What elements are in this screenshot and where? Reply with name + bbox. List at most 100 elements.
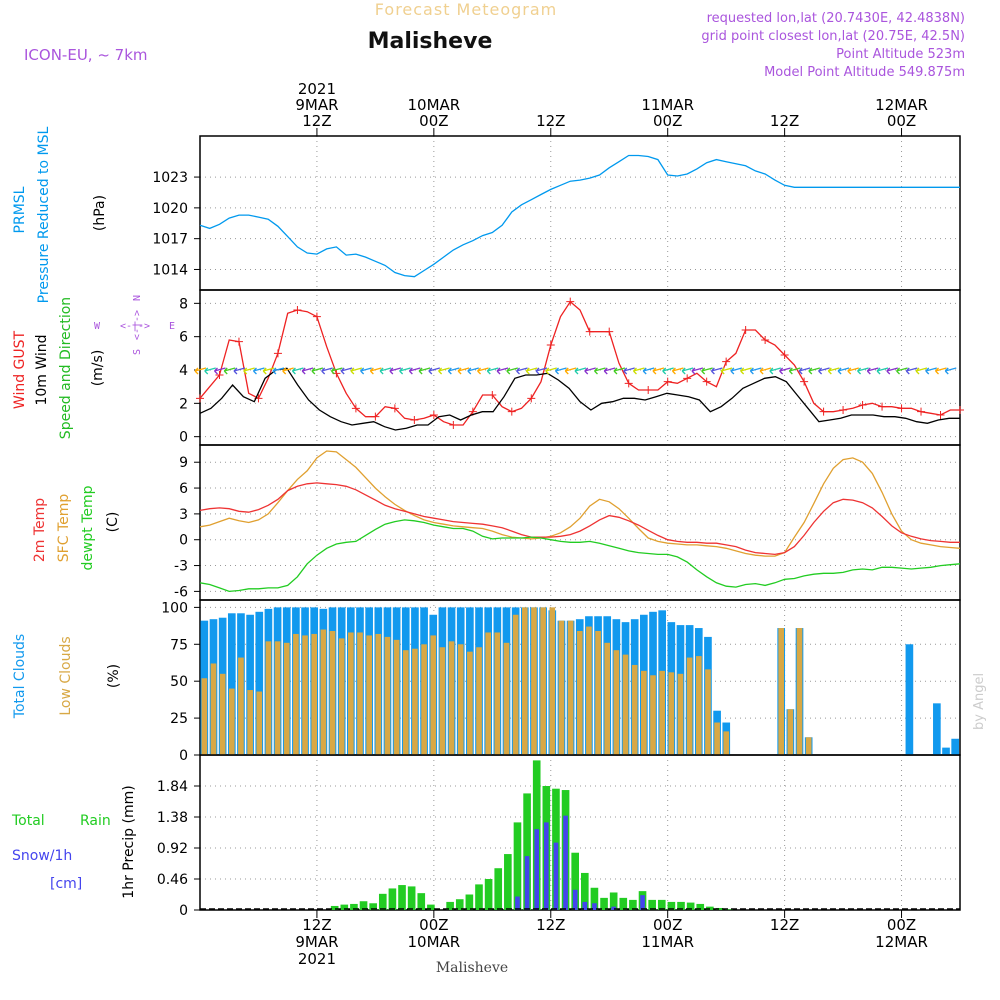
wind-arrow (876, 367, 889, 375)
precip-panel: 0 0.46 0.92 1.38 1.84 (157, 754, 961, 919)
wind-arrow (594, 367, 606, 375)
pressure-ytick-label: 1017 (152, 232, 188, 248)
rain-bar (427, 904, 435, 910)
gust-label: Wind GUST (12, 330, 28, 409)
wind-arrow (301, 367, 314, 375)
wind-arrow (944, 367, 957, 375)
low-cloud-bar (805, 737, 812, 755)
wind-arrow (447, 367, 460, 375)
low-cloud-bar (476, 647, 482, 755)
clouds-ytick-label: 75 (170, 637, 188, 653)
gust-marker (858, 401, 867, 409)
wind-arrow (399, 367, 411, 375)
gust-marker (741, 326, 750, 334)
rain-bar (648, 899, 656, 910)
bottom-year-label: 2021 (298, 950, 336, 968)
temp-ytick-label: -6 (174, 584, 188, 600)
wind-side-labels: Wind GUST 10m Wind Speed and Direction (… (12, 295, 175, 439)
wind-arrow (330, 367, 343, 375)
low-cloud-bar (723, 731, 730, 755)
prmsl-label: PRMSL (12, 186, 28, 233)
low-cloud-bar (457, 644, 464, 755)
clouds-ytick-label: 100 (161, 600, 188, 616)
low-cloud-bar (210, 663, 217, 755)
rain-bar (609, 892, 618, 910)
wind-arrow (613, 367, 626, 375)
wind-arrow (545, 367, 557, 375)
low-cloud-bar (201, 678, 208, 755)
wind-arrow (749, 367, 762, 375)
wind-arrow (759, 367, 772, 375)
pressure-ytick-label: 1014 (152, 262, 188, 278)
low-cloud-bar (494, 632, 501, 755)
low-cloud-bar (219, 673, 226, 755)
low-cloud-bar (485, 632, 492, 755)
wind-arrow (555, 367, 567, 375)
top-date-label: 10MAR (407, 96, 460, 114)
low-cloud-bar (631, 664, 638, 755)
top-hour-label: 00Z (653, 112, 682, 130)
cloud-unit: (%) (106, 664, 122, 688)
gust-marker (722, 357, 731, 366)
rain-bar (504, 854, 512, 910)
wind-ytick-label: 2 (179, 396, 188, 412)
top-hour-label: 12Z (302, 112, 331, 130)
wind-frame (199, 289, 961, 446)
wind-ytick-label: 0 (179, 430, 188, 446)
temp-ytick-label: 9 (179, 455, 188, 471)
wind-arrow (194, 367, 207, 375)
gust-marker (897, 404, 906, 413)
low-cloud-bar (659, 670, 665, 755)
wind-arrow (671, 367, 684, 375)
sfc-temp-series-line (199, 450, 961, 557)
low-cloud-bar (302, 635, 308, 755)
wind-arrow (516, 367, 528, 375)
gust-marker (196, 394, 204, 403)
low-cloud-bar (311, 633, 318, 755)
bottom-date-label: 10MAR (407, 933, 460, 951)
snow-bar (524, 856, 530, 910)
wind-arrow (564, 367, 577, 375)
gust-marker (351, 404, 360, 413)
compass-line-h: <-|-> (120, 321, 150, 332)
wind-speed-series (199, 367, 960, 431)
clouds-ytick-label: 50 (170, 674, 188, 690)
rain-bar (446, 901, 454, 910)
low-cloud-bar (329, 631, 336, 755)
low-cloud-bar (521, 607, 528, 755)
rain-bar (340, 904, 349, 910)
wind-arrow (866, 367, 879, 375)
temp-panel: -6 -3 0 3 6 9 (174, 444, 961, 601)
wind-arrow (340, 367, 353, 375)
wind-arrow (438, 367, 450, 375)
cloud-bars (200, 607, 959, 755)
total-clouds-label: Total Clouds (12, 634, 28, 719)
wind-arrow (214, 367, 226, 375)
model-altitude: Model Point Altitude 549.875m (764, 65, 965, 80)
wind-arrow (369, 367, 382, 375)
gust-marker (780, 351, 789, 359)
pressure-unit: (hPa) (92, 195, 108, 231)
wind-arrow (710, 367, 723, 375)
gust-marker (215, 371, 224, 379)
pressure-series-line (199, 154, 960, 278)
low-cloud-bar (512, 614, 519, 755)
location-title: Malisheve (368, 29, 493, 54)
low-cloud-bar (283, 642, 290, 755)
wind-arrow (827, 367, 840, 375)
low-cloud-bar (695, 656, 702, 755)
wind-arrow (915, 367, 928, 375)
rain-bar (484, 879, 493, 910)
gust-marker (527, 394, 536, 403)
low-cloud-bar (576, 631, 583, 755)
total-cloud-bar (905, 644, 914, 755)
gust-marker (624, 379, 633, 388)
wind-arrow (769, 367, 782, 375)
compass-icon: N <-|-> S W <-|-> E (94, 295, 175, 355)
gust-marker (936, 411, 945, 419)
low-cloud-bar (549, 607, 556, 755)
low-cloud-bar (778, 628, 785, 755)
credit: by Angel (972, 673, 987, 730)
snow-bar (534, 829, 540, 910)
